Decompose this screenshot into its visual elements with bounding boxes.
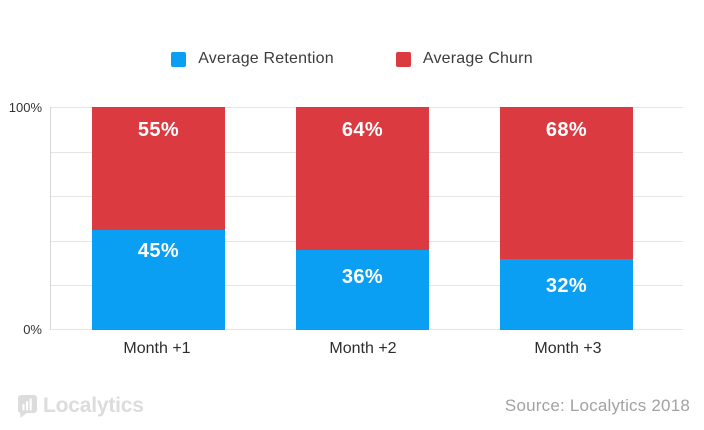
y-axis-tick-100: 100% [8,100,42,115]
bar-segment-churn-1: 55% [92,107,225,230]
bar-value-label-retention: 36% [341,266,384,288]
bar-segment-retention-3: 32% [500,259,633,330]
churn-color-swatch [395,51,411,67]
bar-segment-churn-3: 68% [500,107,633,259]
x-axis-label-month-1: Month +1 [123,340,191,357]
chart-legend: Average Retention Average Churn [0,50,704,68]
plot-area: 55% 45% 64% 36% 68% 32% [50,107,687,330]
legend-item-average-churn: Average Churn [395,50,533,68]
bar-segment-retention-1: 45% [92,230,225,330]
logo-chat-bubble-chart-icon [18,394,37,418]
bar-segment-churn-2: 64% [296,107,429,250]
x-axis-label-month-3: Month +3 [534,340,602,357]
y-axis-tick-0: 0% [23,322,42,337]
retention-color-swatch [171,51,187,67]
bar-value-label-retention: 32% [545,275,588,297]
x-axis-label-month-2: Month +2 [329,340,397,357]
bar-value-label-churn: 55% [137,119,180,141]
bar-segment-retention-2: 36% [296,250,429,330]
source-attribution: Source: Localytics 2018 [504,396,690,415]
bar-value-label-retention: 45% [137,240,180,262]
localytics-logo: Localytics [18,394,144,418]
legend-label-retention: Average Retention [198,50,334,67]
bar-value-label-churn: 68% [545,119,588,141]
logo-wordmark: Localytics [43,394,144,417]
legend-item-average-retention: Average Retention [171,50,334,68]
legend-label-churn: Average Churn [422,50,533,67]
bar-value-label-churn: 64% [341,119,384,141]
